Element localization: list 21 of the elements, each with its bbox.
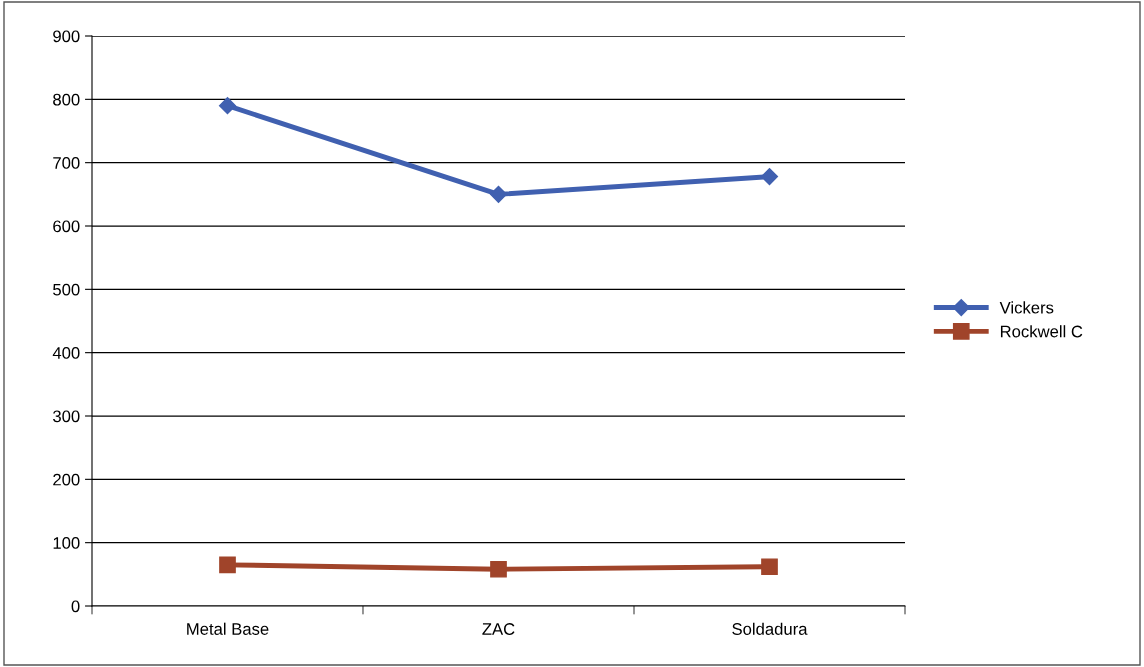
- legend-label: Rockwell C: [1000, 325, 1083, 338]
- y-tick-label: 700: [53, 157, 80, 169]
- y-tick-label: 300: [53, 410, 80, 423]
- legend-label: Vickers: [999, 301, 1054, 314]
- y-tick-label: 400: [52, 347, 80, 359]
- y-tick-label: 200: [53, 473, 80, 486]
- y-tick-label: 800: [53, 93, 80, 106]
- point: [760, 168, 779, 186]
- x-tick-label: Metal Base: [187, 622, 269, 635]
- y-tick-label: 0: [71, 600, 80, 613]
- point: [490, 560, 507, 578]
- x-tick-label: Soldadura: [732, 622, 808, 635]
- x-tick-label: ZAC: [482, 623, 515, 635]
- y-tick-label: 900: [53, 30, 80, 43]
- y-tick-label: 100: [53, 537, 80, 549]
- y-tick-label: 500: [53, 283, 80, 296]
- y-tick-label: 600: [53, 220, 80, 233]
- point: [761, 558, 778, 576]
- point: [218, 97, 237, 115]
- point: [219, 556, 236, 574]
- point: [489, 185, 508, 203]
